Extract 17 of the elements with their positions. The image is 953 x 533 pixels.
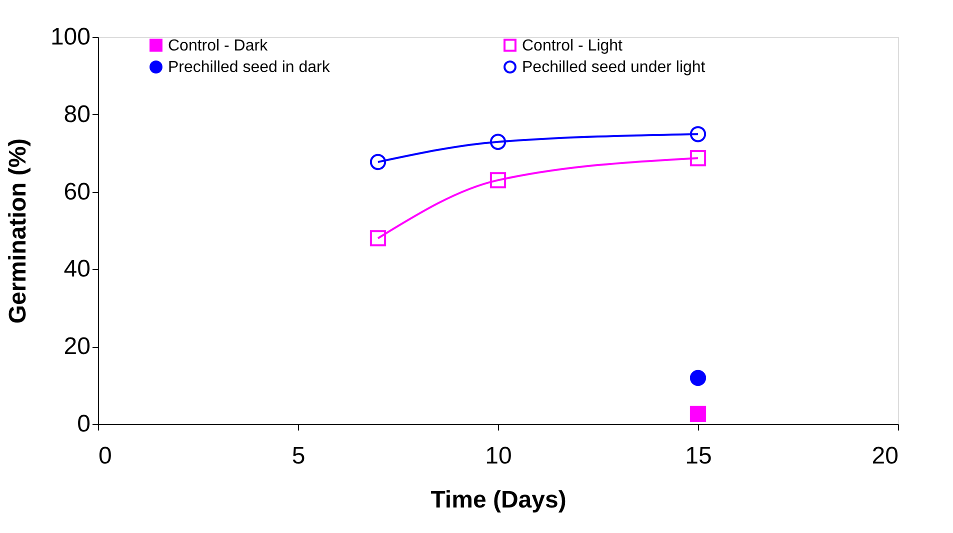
x-tick-label: 15 — [685, 442, 712, 470]
legend-label: Control - Dark — [168, 37, 269, 54]
y-tick-label: 0 — [77, 410, 90, 438]
x-axis-title: Time (Days) — [430, 486, 566, 514]
x-tick-label: 5 — [292, 442, 306, 470]
legend-label: Control - Light — [522, 37, 624, 54]
legend-label: Pechilled seed under light — [522, 59, 706, 76]
legend-label: Prechilled seed in dark — [168, 59, 331, 76]
x-tick-label: 0 — [98, 442, 112, 470]
x-tick-label: 10 — [485, 442, 512, 470]
y-tick-label: 100 — [50, 24, 90, 50]
y-axis-title: Germination (%) — [4, 138, 32, 324]
y-tick-label: 20 — [64, 333, 90, 360]
x-tick-label: 20 — [872, 442, 898, 470]
y-tick-label: 60 — [64, 178, 90, 206]
y-tick-label: 80 — [64, 100, 90, 128]
y-tick-label: 40 — [64, 256, 90, 283]
